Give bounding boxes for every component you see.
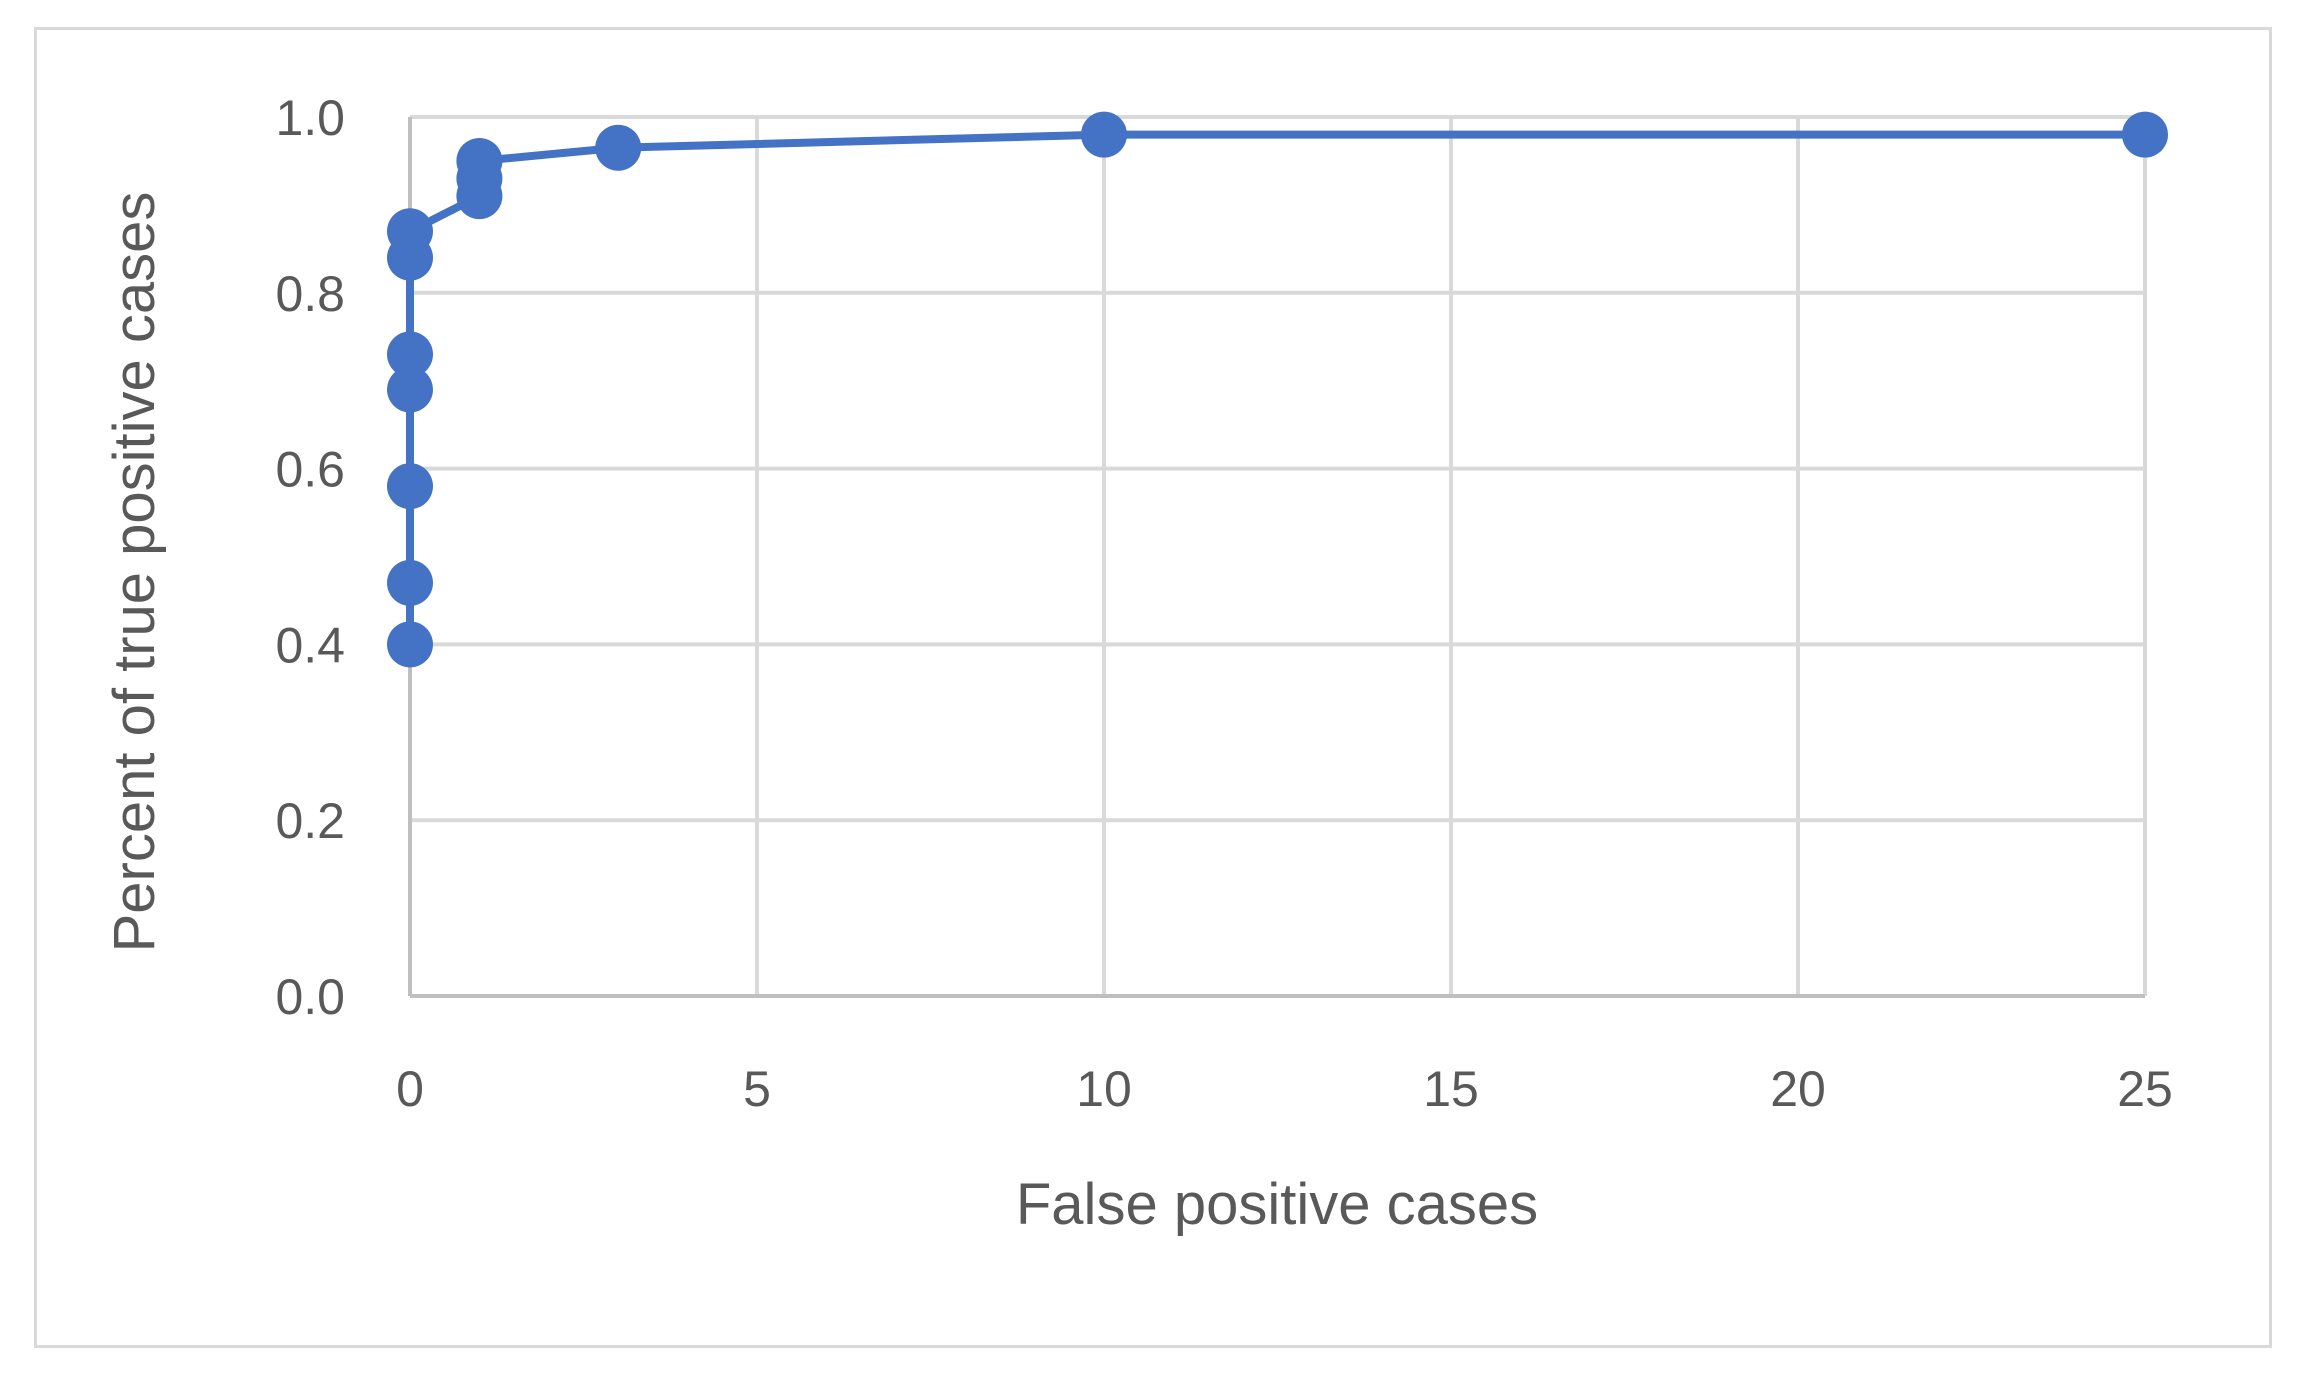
y-tick-label: 0.4 — [275, 617, 345, 673]
y-tick-labels: 0.0 0.2 0.4 0.6 0.8 1.0 — [275, 90, 345, 1025]
y-tick-label: 0.8 — [275, 266, 345, 322]
y-tick-label: 0.6 — [275, 442, 345, 498]
data-point — [387, 463, 433, 510]
data-point — [387, 621, 433, 668]
series-line — [406, 130, 2149, 649]
x-tick-label: 10 — [1076, 1061, 1132, 1117]
data-point — [387, 366, 433, 413]
data-point — [595, 124, 642, 171]
x-tick-label: 0 — [396, 1061, 424, 1117]
x-axis-title: False positive cases — [1016, 1172, 1538, 1237]
x-tick-label: 25 — [2117, 1061, 2173, 1117]
data-point — [387, 559, 433, 606]
x-tick-label: 15 — [1423, 1061, 1479, 1117]
series — [387, 111, 2168, 668]
x-tick-label: 20 — [1770, 1061, 1826, 1117]
data-point — [2122, 111, 2168, 158]
y-tick-label: 0.2 — [275, 793, 345, 849]
gridlines — [410, 115, 2147, 996]
y-axis-title: Percent of true positive cases — [102, 192, 167, 953]
data-point — [387, 208, 433, 255]
x-tick-labels: 0 5 10 15 20 25 — [396, 1061, 2173, 1117]
y-tick-label: 1.0 — [275, 90, 345, 146]
data-point — [456, 137, 503, 184]
data-point — [1081, 111, 1127, 158]
data-point — [387, 331, 433, 378]
axes — [408, 117, 2145, 998]
x-tick-label: 5 — [743, 1061, 771, 1117]
y-tick-label: 0.0 — [275, 969, 345, 1025]
